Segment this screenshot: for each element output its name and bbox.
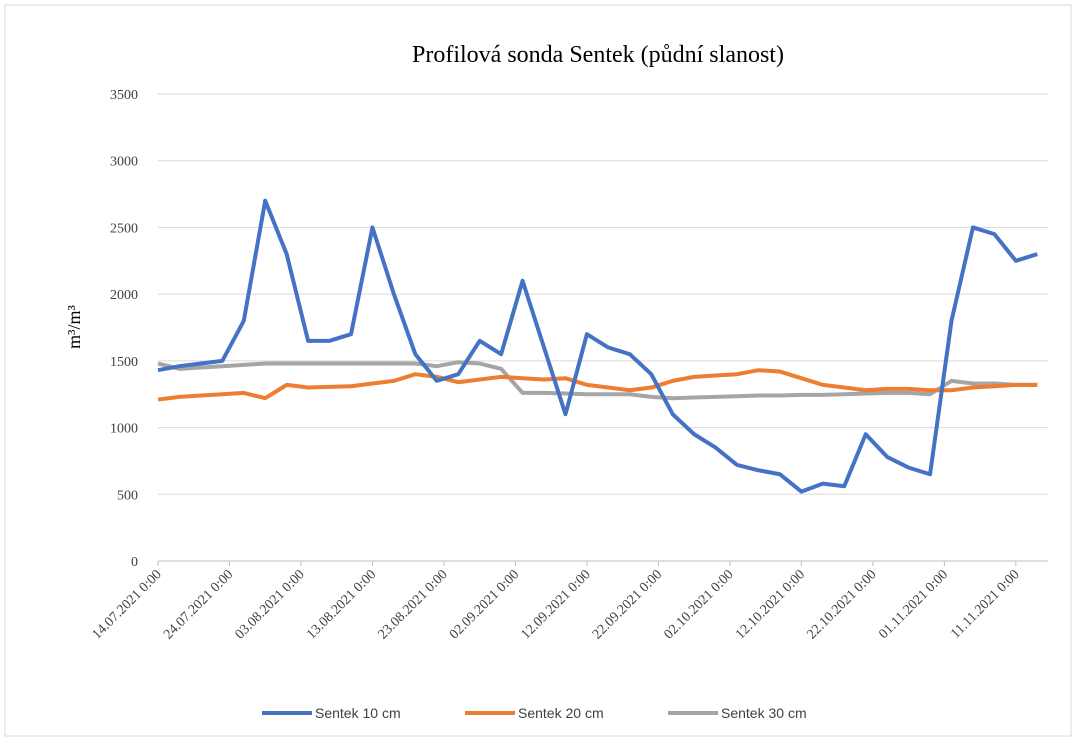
y-tick-label: 1000	[110, 422, 138, 437]
y-tick-label: 0	[131, 555, 138, 570]
legend-label: Sentek 30 cm	[721, 705, 807, 721]
chart-title: Profilová sonda Sentek (půdní slanost)	[412, 42, 784, 68]
y-tick-label: 3500	[110, 88, 138, 103]
y-tick-label: 2000	[110, 288, 138, 303]
y-tick-label: 3000	[110, 155, 138, 170]
y-axis-label: m³/m³	[64, 304, 84, 348]
y-tick-label: 500	[117, 488, 138, 503]
series-line	[157, 198, 1038, 494]
y-tick-label: 1500	[110, 355, 138, 370]
series-line	[157, 360, 1038, 401]
legend-label: Sentek 10 cm	[315, 705, 401, 721]
legend-label: Sentek 20 cm	[518, 705, 604, 721]
y-tick-label: 2500	[110, 221, 138, 236]
series-line	[157, 368, 1038, 402]
